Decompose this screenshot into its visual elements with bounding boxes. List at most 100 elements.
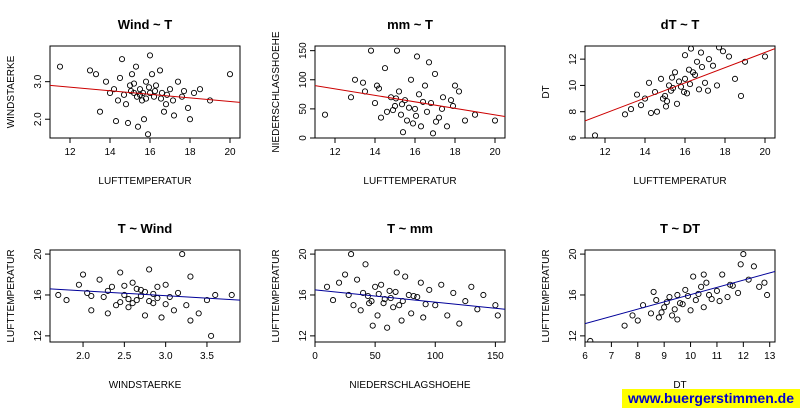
data-point (329, 297, 337, 304)
data-point (360, 289, 367, 296)
data-point (661, 304, 668, 311)
data-point (208, 332, 215, 339)
data-point (462, 298, 469, 305)
data-point (110, 86, 118, 93)
data-point (761, 279, 768, 286)
data-point (425, 59, 433, 66)
chart-title: Wind ~ T (118, 17, 172, 32)
x-tick-label: 14 (104, 147, 116, 158)
data-point (117, 299, 124, 306)
plot-frame (49, 249, 241, 343)
data-point (141, 312, 149, 319)
data-point (121, 282, 128, 289)
data-point (186, 116, 194, 123)
data-point (133, 93, 141, 100)
data-point (84, 289, 91, 296)
plot-frame (314, 249, 506, 343)
data-point (471, 111, 479, 118)
data-point (206, 97, 214, 104)
data-point (455, 88, 463, 95)
data-point (414, 293, 421, 301)
plot-frame (584, 249, 776, 343)
data-point (125, 296, 132, 303)
data-point (449, 102, 457, 110)
data-point (158, 314, 165, 321)
data-point (371, 100, 379, 107)
data-point (621, 111, 629, 118)
data-point (668, 74, 676, 81)
y-tick-label: 0 (298, 135, 309, 141)
x-tick-label: 10 (685, 351, 697, 362)
data-point (86, 67, 94, 74)
data-point (698, 63, 706, 71)
data-point (129, 300, 136, 307)
x-tick-label: 2.5 (117, 351, 131, 362)
chart-title: T ~ mm (387, 221, 433, 236)
data-point (154, 283, 161, 290)
y-tick-label: 16 (33, 289, 44, 301)
data-point (157, 95, 165, 102)
data-point (408, 310, 415, 317)
chart-title: mm ~ T (387, 17, 433, 32)
data-point (364, 292, 371, 300)
data-point (395, 88, 403, 95)
data-point (439, 94, 447, 101)
x-axis-label: LUFTTEMPERATUR (363, 176, 456, 187)
data-point (137, 292, 144, 300)
data-point (447, 97, 455, 104)
y-axis-label: DT (541, 85, 552, 98)
data-point (362, 261, 369, 268)
data-point (438, 105, 446, 112)
y-tick-label: 16 (568, 289, 579, 301)
data-point (368, 298, 375, 305)
data-point (79, 271, 87, 278)
data-point (713, 287, 720, 294)
y-tick-label: 20 (298, 248, 309, 260)
y-tick-label: 16 (298, 289, 309, 301)
data-point (731, 75, 739, 82)
y-axis-label: LUFTTEMPERATUR (271, 249, 282, 342)
data-point (133, 297, 140, 304)
data-point (156, 67, 164, 74)
data-point (413, 53, 421, 60)
data-point (374, 312, 381, 319)
x-tick-label: 13 (764, 351, 776, 362)
data-point (713, 82, 721, 89)
data-point (675, 78, 683, 85)
x-axis-label: WINDSTAERKE (109, 380, 182, 391)
data-point (112, 118, 120, 125)
data-point (705, 56, 713, 63)
y-tick-label: 12 (298, 330, 309, 342)
regression-line (585, 48, 775, 122)
data-point (150, 290, 157, 298)
data-point (421, 82, 429, 89)
data-point (709, 62, 717, 69)
data-point (350, 302, 357, 309)
x-tick-label: 12 (599, 147, 611, 158)
data-point (647, 109, 655, 117)
data-point (398, 101, 406, 108)
data-point (389, 107, 397, 114)
data-point (196, 86, 204, 93)
x-tick-label: 14 (639, 147, 651, 158)
chart-title: T ~ Wind (118, 221, 172, 236)
watermark-label[interactable]: www.buergerstimmen.de (622, 389, 800, 408)
data-point (432, 118, 440, 125)
data-point (146, 298, 153, 305)
data-point (697, 49, 705, 56)
plot-data (50, 251, 240, 339)
data-point (756, 283, 763, 290)
data-point (141, 288, 149, 295)
data-point (128, 71, 136, 78)
data-point (372, 283, 379, 290)
data-point (650, 288, 657, 295)
data-point (190, 89, 198, 96)
data-point (142, 78, 150, 85)
data-point (403, 117, 411, 124)
data-point (203, 297, 211, 304)
x-tick-label: 20 (224, 147, 236, 158)
y-tick-label: 8 (568, 108, 579, 114)
data-point (634, 317, 641, 324)
data-point (417, 279, 424, 286)
